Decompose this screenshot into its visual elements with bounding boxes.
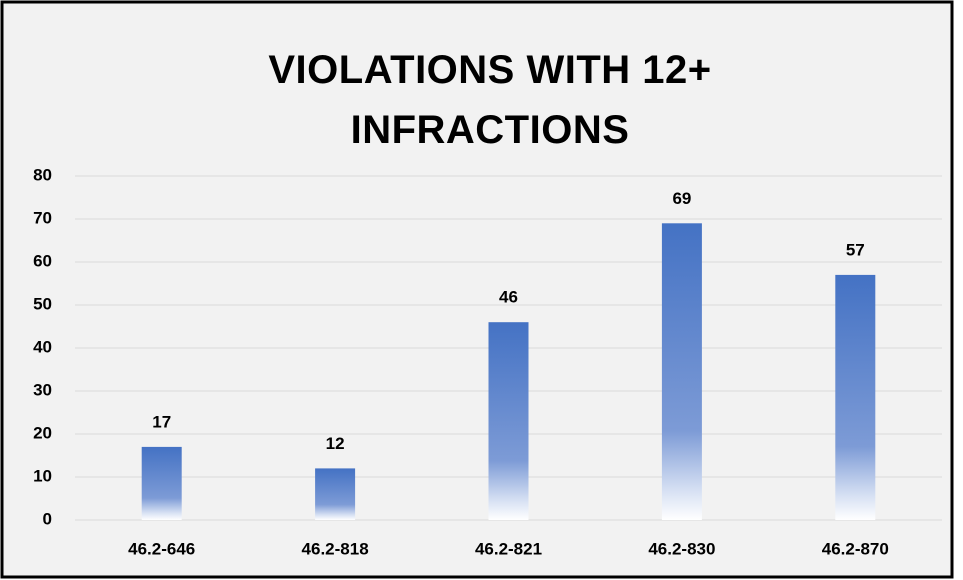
data-label: 12 bbox=[326, 434, 345, 453]
y-tick-label: 10 bbox=[33, 466, 52, 485]
bar bbox=[488, 322, 529, 520]
x-tick-label: 46.2-646 bbox=[128, 539, 195, 558]
x-tick-label: 46.2-830 bbox=[648, 539, 715, 558]
chart-title: VIOLATIONS WITH 12+ INFRACTIONS bbox=[268, 48, 712, 152]
data-label: 46 bbox=[499, 288, 518, 307]
x-tick-label: 46.2-821 bbox=[475, 539, 542, 558]
bar bbox=[661, 223, 702, 521]
y-tick-label: 80 bbox=[33, 165, 52, 184]
y-tick-label: 40 bbox=[33, 337, 52, 356]
y-tick-label: 30 bbox=[33, 380, 52, 399]
y-tick-label: 20 bbox=[33, 423, 52, 442]
bar bbox=[835, 274, 876, 520]
x-tick-label: 46.2-870 bbox=[822, 539, 889, 558]
y-tick-label: 70 bbox=[33, 208, 52, 227]
bar bbox=[141, 446, 182, 520]
data-label: 17 bbox=[152, 412, 171, 431]
bar bbox=[315, 468, 356, 520]
data-label: 57 bbox=[846, 240, 865, 259]
x-tick-label: 46.2-818 bbox=[302, 539, 369, 558]
y-tick-label: 50 bbox=[33, 294, 52, 313]
y-tick-label: 0 bbox=[43, 509, 52, 528]
data-label: 69 bbox=[672, 189, 691, 208]
y-tick-label: 60 bbox=[33, 251, 52, 270]
